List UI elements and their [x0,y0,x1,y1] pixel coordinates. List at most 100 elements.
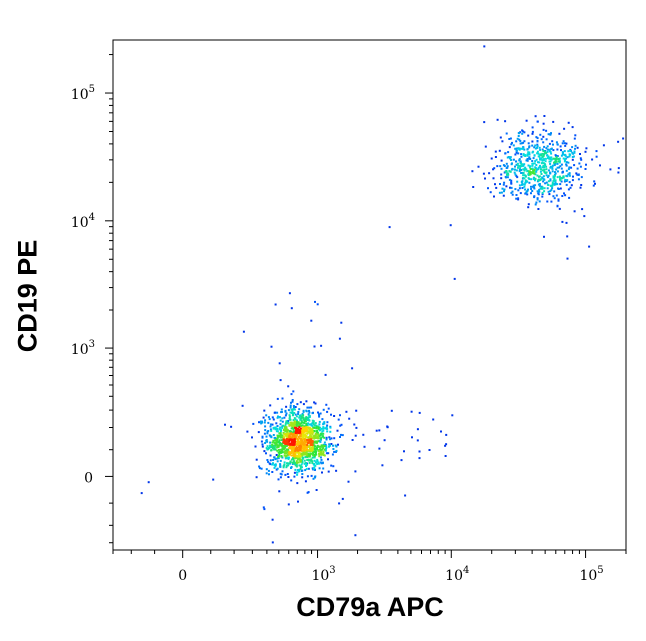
event-point [517,197,520,200]
event-point [310,430,313,433]
event-point [622,137,625,140]
event-point [354,470,357,473]
event-point [532,157,535,160]
event-point [568,196,571,199]
event-point [317,433,320,436]
event-point [560,180,563,183]
event-point [263,421,266,424]
event-point [531,130,534,133]
event-point [288,434,291,437]
event-point [511,193,514,196]
event-point [510,186,513,189]
event-point [545,129,548,132]
event-point [299,459,302,462]
event-point [301,476,304,479]
event-point [488,172,491,175]
event-point [302,456,305,459]
event-point [307,442,309,444]
event-point [273,444,276,447]
event-point [484,177,486,180]
event-point [292,431,295,434]
event-point [299,442,302,445]
event-point [536,145,539,148]
event-point [317,411,319,414]
event-point [212,478,215,481]
event-point [322,426,325,429]
event-point [311,456,314,459]
event-point [269,423,272,426]
event-point [322,452,325,455]
event-point [329,426,332,429]
event-point [306,456,309,459]
event-point [341,497,344,500]
event-point [310,438,313,441]
event-point [529,158,532,160]
event-point [294,447,297,450]
event-point [288,462,291,465]
event-point [293,406,295,409]
event-point [510,163,513,166]
event-point [285,441,288,444]
event-point [289,460,292,463]
event-point [554,171,556,174]
event-point [284,443,287,445]
event-point [503,190,505,193]
event-point [258,465,261,468]
event-point [293,447,296,450]
event-point [242,330,245,333]
event-point [508,138,511,140]
event-point [315,433,318,436]
event-point [518,158,521,161]
event-point [293,471,296,474]
event-point [318,450,321,453]
event-point [549,166,552,169]
event-point [271,471,274,473]
event-point [269,404,272,407]
event-point [276,416,279,419]
event-point [495,186,498,189]
event-point [520,172,523,174]
event-point [536,146,539,149]
event-point [287,385,290,388]
event-point [312,420,315,423]
event-point [255,458,258,461]
event-point [538,190,541,193]
event-point [351,439,354,441]
event-point [511,141,513,144]
event-point [299,465,302,468]
event-point [504,120,507,123]
event-point [355,409,358,412]
event-point [277,478,280,481]
event-point [579,153,581,155]
event-point [264,429,267,432]
event-point [313,450,316,453]
event-point [269,445,272,448]
event-point [294,463,297,465]
event-point [269,441,272,444]
event-point [294,406,297,408]
event-point [568,153,571,156]
event-point [325,446,328,449]
event-point [547,180,550,183]
event-point [271,441,274,444]
event-point [285,464,288,467]
event-point [565,164,568,167]
event-point [527,203,530,206]
event-point [267,421,270,424]
event-point [301,473,304,475]
event-point [277,451,280,454]
event-point [296,461,299,464]
event-point [471,170,474,173]
event-point [551,183,554,186]
event-point [571,126,574,129]
event-point [310,435,313,438]
event-point [560,149,562,152]
event-point [308,409,310,412]
x-tick-label: 105 [579,565,603,584]
event-point [580,184,583,186]
event-point [552,120,555,123]
event-point [302,436,305,438]
event-point [295,460,298,463]
event-point [326,410,329,413]
event-point [514,165,516,168]
